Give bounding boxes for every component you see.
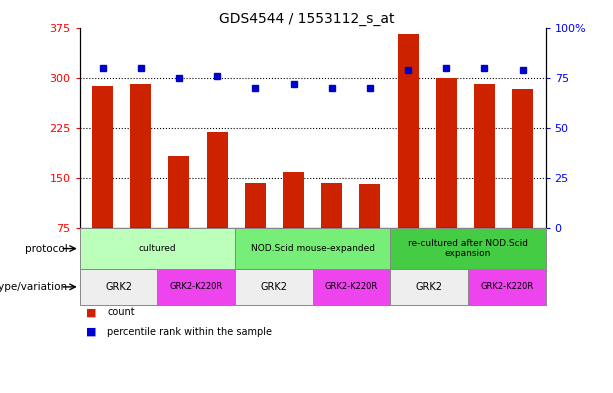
Bar	[235, 228, 390, 269]
Text: GRK2-K220R: GRK2-K220R	[170, 283, 223, 291]
Bar	[283, 173, 304, 228]
Text: count: count	[107, 307, 135, 318]
Bar	[131, 84, 151, 228]
Bar	[390, 269, 468, 305]
Text: GDS4544 / 1553112_s_at: GDS4544 / 1553112_s_at	[219, 12, 394, 26]
Text: GRK2: GRK2	[416, 282, 443, 292]
Bar	[313, 269, 390, 305]
Bar	[436, 78, 457, 228]
Text: ■: ■	[86, 327, 96, 337]
Text: re-cultured after NOD.Scid
expansion: re-cultured after NOD.Scid expansion	[408, 239, 528, 258]
Bar	[359, 184, 381, 228]
Text: NOD.Scid mouse-expanded: NOD.Scid mouse-expanded	[251, 244, 375, 253]
Text: protocol: protocol	[25, 244, 67, 253]
Bar	[398, 34, 419, 228]
Text: GRK2: GRK2	[105, 282, 132, 292]
Text: GRK2-K220R: GRK2-K220R	[480, 283, 533, 291]
Text: GRK2: GRK2	[261, 282, 287, 292]
Text: percentile rank within the sample: percentile rank within the sample	[107, 327, 272, 337]
Bar	[80, 228, 235, 269]
Bar	[474, 84, 495, 228]
Text: genotype/variation: genotype/variation	[0, 282, 67, 292]
Text: ■: ■	[86, 307, 96, 318]
Bar	[321, 183, 342, 228]
Bar	[92, 86, 113, 228]
Bar	[235, 269, 313, 305]
Bar	[245, 182, 266, 228]
Bar	[80, 269, 158, 305]
Bar	[169, 156, 189, 228]
Bar	[207, 132, 227, 228]
Text: GRK2-K220R: GRK2-K220R	[325, 283, 378, 291]
Bar	[512, 89, 533, 228]
Bar	[390, 228, 546, 269]
Text: cultured: cultured	[139, 244, 176, 253]
Bar	[468, 269, 546, 305]
Bar	[158, 269, 235, 305]
